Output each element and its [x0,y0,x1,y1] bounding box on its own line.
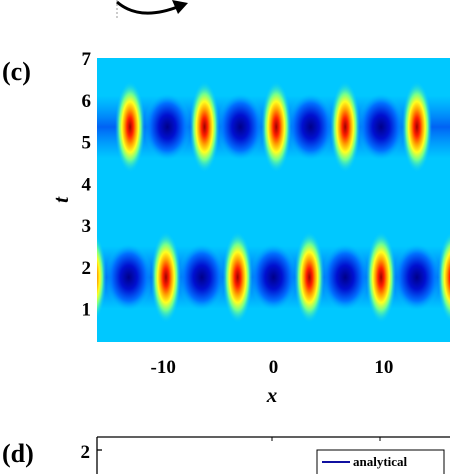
y-tick-label: 5 [82,133,92,154]
x-tick-label: -10 [151,357,176,378]
heatmap-plot [97,58,450,342]
x-tick-labels: -10 0 10 [151,357,394,378]
heatmap-peak [294,231,325,324]
line-plot-frame [96,436,450,474]
x-tick-label: 10 [374,357,393,378]
y-tick-label: 3 [82,216,92,237]
y-tick-label: 1 [82,300,92,321]
heatmap-trough [392,243,441,312]
x-tick-label: 0 [269,357,279,378]
heatmap-peak [437,232,450,323]
heatmap-peak [150,231,181,324]
y-tick-label: 6 [82,91,92,112]
heatmap-peak [366,231,397,324]
panel-label-d: (d) [2,439,34,468]
heatmap-peak [261,80,292,173]
heatmap-peak [401,80,432,173]
y-tick-label: 2 [82,258,92,279]
legend-label-analytical: analytical [353,454,408,469]
curved-arrow-icon [116,0,188,20]
y-tick-labels: 1 2 3 4 5 6 7 [82,49,92,321]
heatmap-peak [330,80,361,173]
x-axis-label: x [266,383,278,407]
heatmap-peak [189,80,220,173]
heatmap-trough [104,243,153,312]
heatmap-trough [249,243,298,312]
heatmap-trough [177,243,226,312]
heatmap-trough [286,92,335,161]
y-tick-label: 4 [82,174,92,195]
heatmap-trough [216,92,265,161]
heatmap-trough [321,243,370,312]
heatmap-trough [143,92,192,161]
heatmap-peak [115,80,146,173]
y-tick-label: 7 [82,49,92,70]
panel-label-c: (c) [2,57,31,86]
legend: analytical [316,449,445,474]
heatmap-peak [222,231,253,324]
heatmap-trough [357,92,406,161]
d-y-tick-label: 2 [81,442,91,463]
y-axis-label: t [49,196,73,203]
heatmap-peak [97,234,107,321]
